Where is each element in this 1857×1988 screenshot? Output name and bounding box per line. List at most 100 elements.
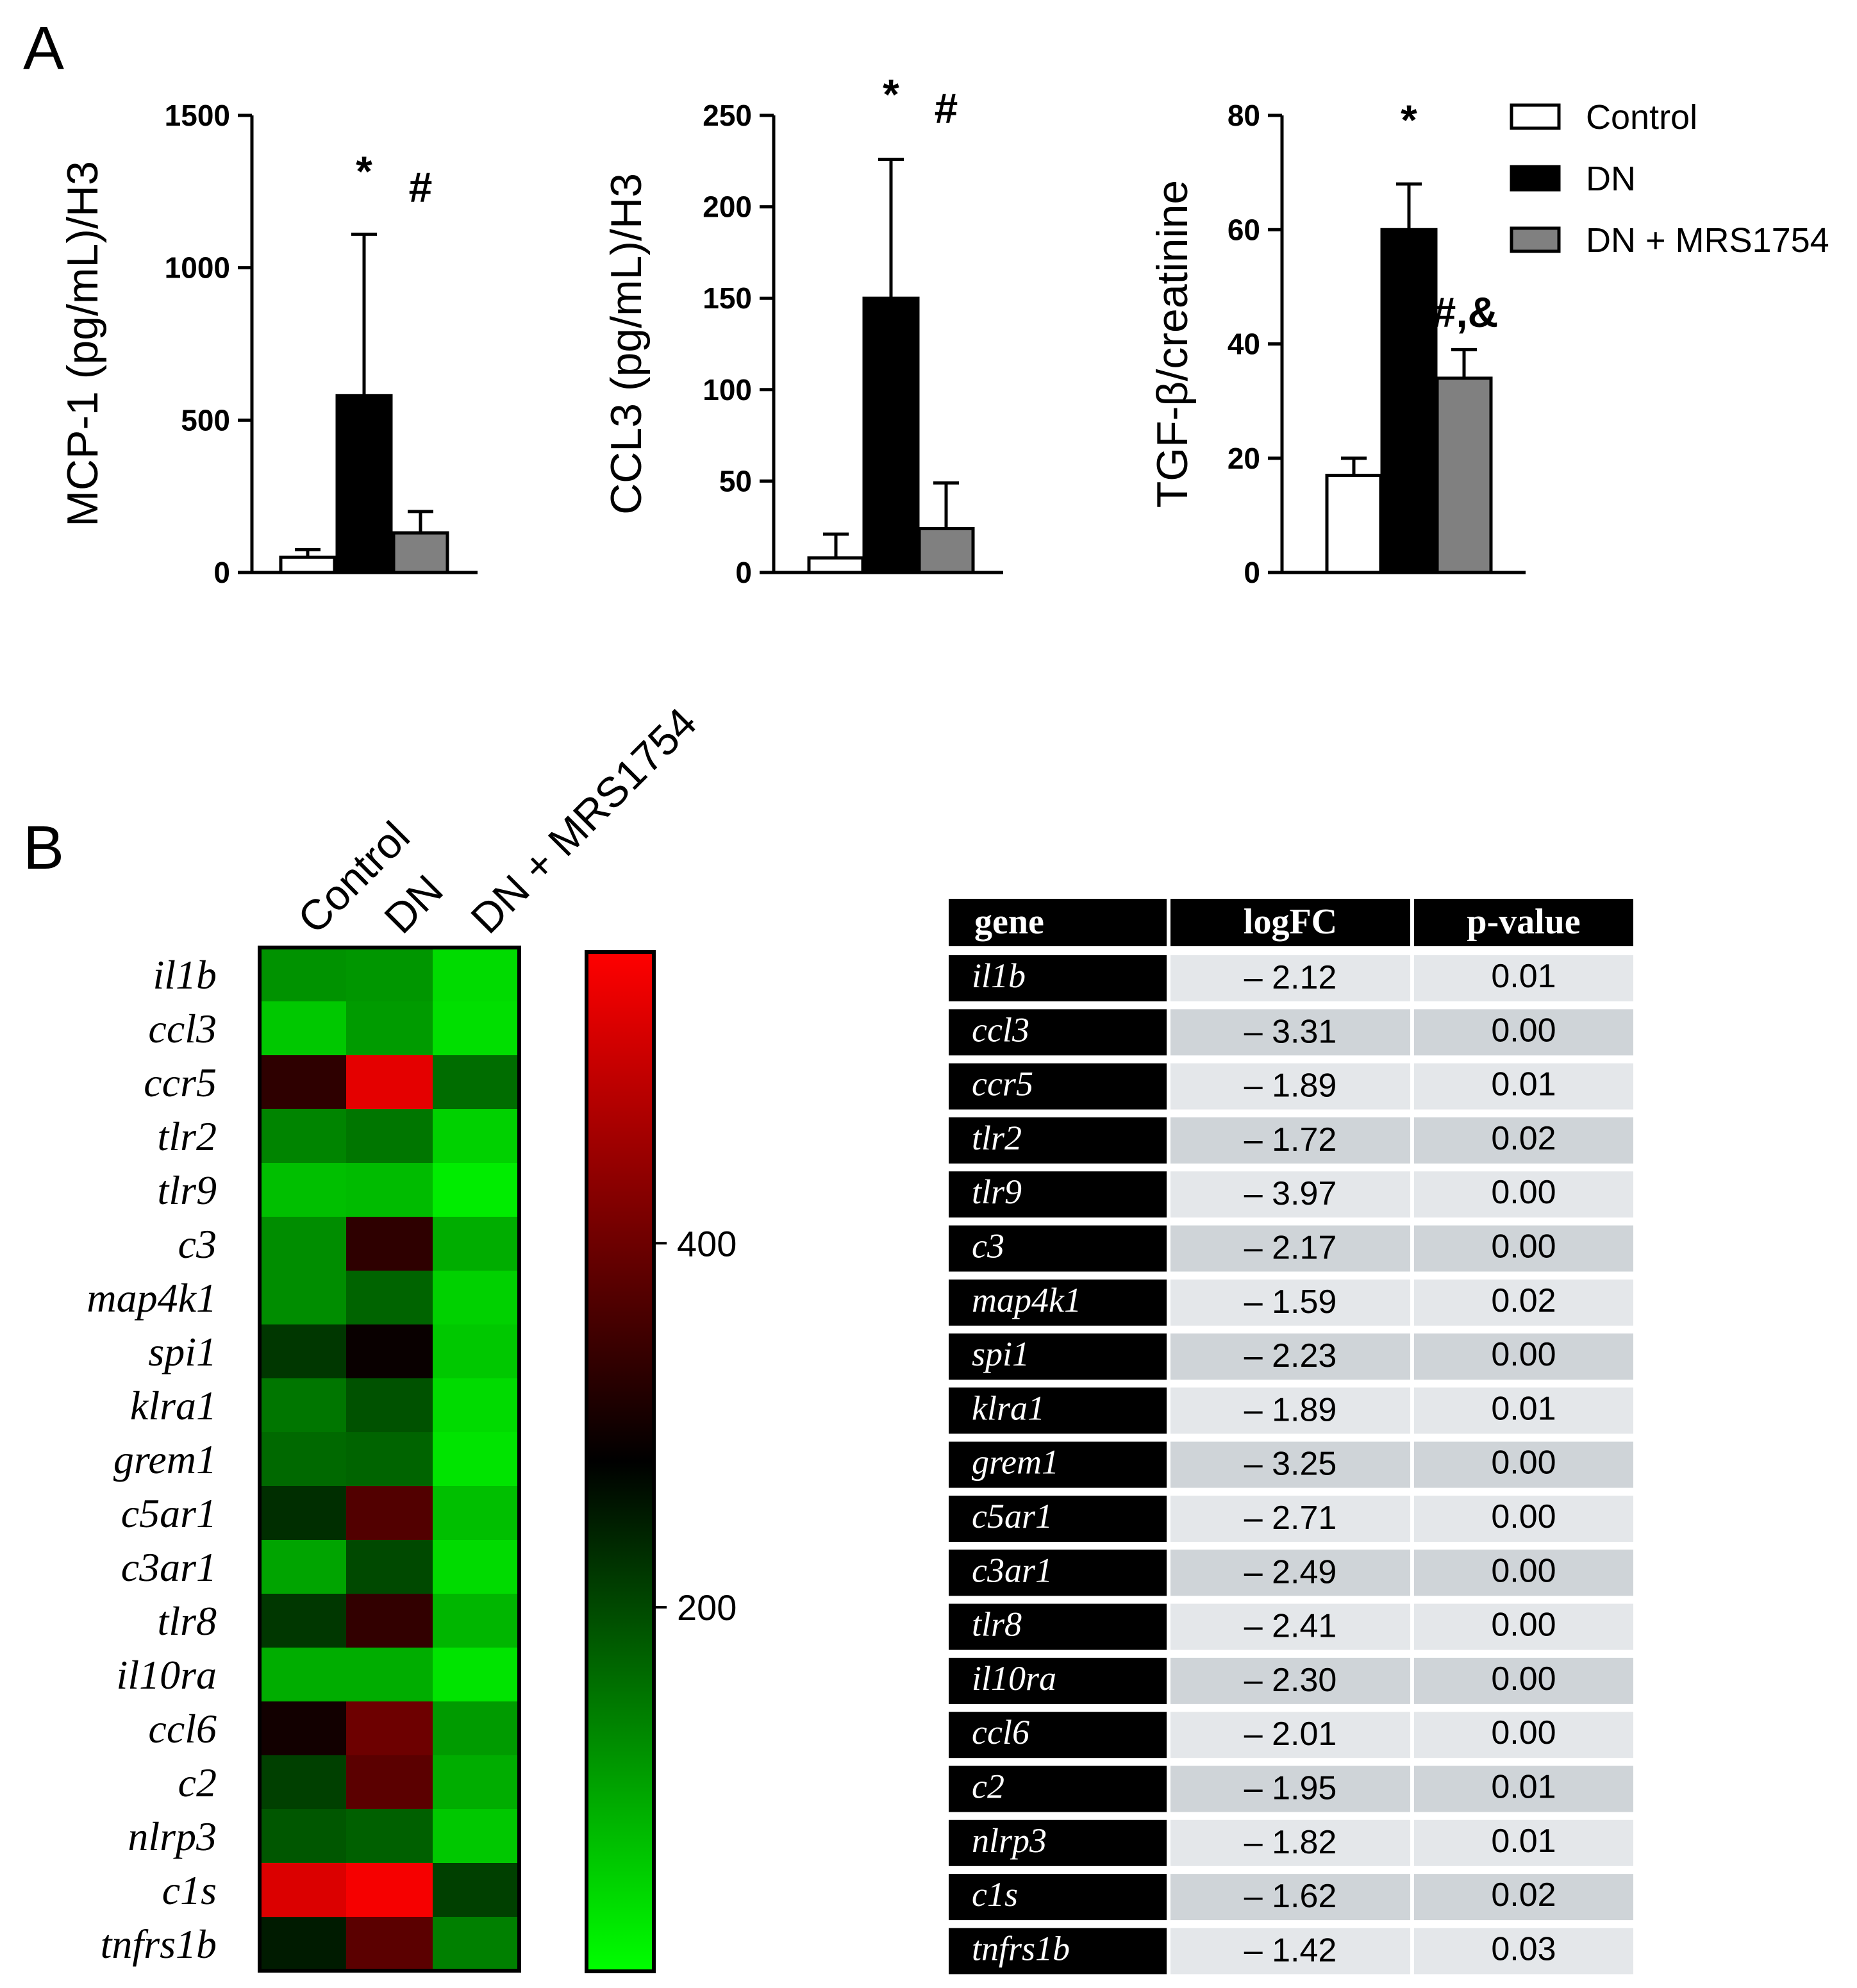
heatmap-cell: [260, 1217, 346, 1271]
table-gene-name: tlr9: [972, 1173, 1022, 1211]
table-cell-bg: [1414, 1063, 1633, 1110]
table-cell-bg: [1170, 1603, 1410, 1650]
table-logfc: – 3.97: [1244, 1175, 1337, 1212]
table-cell-bg: [1170, 1063, 1410, 1110]
table-cell-bg: [1414, 1603, 1633, 1650]
scale-tick-label: 200: [677, 1587, 737, 1628]
heatmap-row-label: il10ra: [117, 1652, 217, 1698]
heatmap-row-label: grem1: [113, 1437, 217, 1482]
bar-chart-1: 0 500 1000 1500 MCP-1 (pg/mL)/H3 * #: [58, 99, 478, 589]
heatmap-cell: [260, 1594, 346, 1648]
table-pvalue: 0.00: [1491, 1552, 1556, 1589]
heatmap-cell: [260, 1432, 346, 1486]
legend-swatch: [1510, 103, 1561, 130]
table-cell-bg: [1170, 1712, 1410, 1758]
bar-dn-mrs1754: [917, 527, 975, 574]
table-logfc: – 2.41: [1244, 1608, 1337, 1645]
bar-dn: [1380, 228, 1438, 574]
y-axis-label: CCL3 (pg/mL)/H3: [602, 173, 651, 515]
significance-marker: #: [409, 163, 433, 211]
heatmap-row-label: nlrp3: [128, 1814, 217, 1859]
y-tick-label: 150: [703, 281, 752, 315]
y-tick-label: 0: [1244, 556, 1260, 589]
table-gene-name: c5ar1: [972, 1497, 1053, 1535]
heatmap-cell: [260, 948, 346, 1001]
table-logfc: – 3.25: [1244, 1446, 1337, 1483]
table-header-cell: [1414, 899, 1633, 946]
table-gene-cell: [949, 1928, 1167, 1975]
y-tick-label: 1000: [165, 251, 230, 285]
significance-marker: *: [1401, 96, 1417, 144]
bar-charts: 0 500 1000 1500 MCP-1 (pg/mL)/H3 * #0 50 100 150 2…: [58, 71, 1526, 589]
heatmap-row-label: c5ar1: [121, 1491, 217, 1536]
table-logfc: – 2.17: [1244, 1230, 1337, 1267]
table-cell-bg: [1170, 1928, 1410, 1975]
y-tick-label: 60: [1228, 213, 1260, 246]
heatmap-cell: [433, 1055, 519, 1109]
table-logfc: – 1.82: [1244, 1824, 1337, 1861]
heatmap-cell: [346, 1055, 433, 1109]
table-gene-cell: [949, 1441, 1167, 1488]
bar-dn-mrs1754: [392, 531, 449, 574]
table-gene-cell: [949, 1657, 1167, 1704]
significance-marker: *: [883, 71, 899, 118]
heatmap-cell: [433, 1324, 519, 1378]
heatmap-cell: [346, 1486, 433, 1540]
panel-label-a: A: [23, 14, 64, 83]
table-gene-cell: [949, 1279, 1167, 1326]
heatmap-cell: [346, 1594, 433, 1648]
heatmap-cell: [346, 1109, 433, 1163]
heatmap-cell: [346, 1863, 433, 1917]
table-logfc: – 1.59: [1244, 1283, 1337, 1321]
heatmap-row-label: ccl3: [148, 1006, 217, 1051]
stats-table: gene logFC p-value il1b – 2.12 0.01 ccl3 – 3.31…: [949, 899, 1633, 1975]
heatmap-cell: [260, 1055, 346, 1109]
bar-dn: [862, 296, 920, 574]
table-pvalue: 0.02: [1491, 1876, 1556, 1914]
table-pvalue: 0.01: [1491, 1390, 1556, 1427]
bar-dn-mrs1754: [1435, 376, 1493, 574]
table-gene-cell: [949, 1874, 1167, 1921]
table-gene-name: tlr8: [972, 1605, 1022, 1644]
table-pvalue: 0.00: [1491, 1498, 1556, 1535]
table-logfc: – 2.49: [1244, 1553, 1337, 1591]
legend-label: DN: [1586, 160, 1636, 198]
heatmap-row-label: map4k1: [87, 1275, 217, 1321]
table-gene-name: il10ra: [972, 1659, 1056, 1698]
table-gene-cell: [949, 1496, 1167, 1542]
table-pvalue: 0.00: [1491, 1607, 1556, 1644]
table-pvalue: 0.00: [1491, 1714, 1556, 1751]
heatmap-row-label: spi1: [148, 1329, 217, 1374]
heatmap-cell: [260, 1271, 346, 1324]
table-pvalue: 0.00: [1491, 1228, 1556, 1265]
table-gene-name: tlr2: [972, 1119, 1022, 1157]
heatmap-cell: [260, 1917, 346, 1971]
legend: Control DN DN + MRS1754: [1510, 98, 1829, 260]
heatmap-cell: [433, 1109, 519, 1163]
table-cell-bg: [1170, 1874, 1410, 1921]
table-cell-bg: [1170, 1279, 1410, 1326]
y-axis-label: MCP-1 (pg/mL)/H3: [58, 161, 107, 527]
color-scale-bar: [585, 950, 656, 1973]
heatmap-row-label: tlr2: [158, 1114, 217, 1159]
heatmap-cell: [433, 1486, 519, 1540]
heatmap-cell: [433, 948, 519, 1001]
table-header-p-value: p-value: [1467, 902, 1580, 942]
significance-marker: #: [935, 85, 958, 132]
heatmap-row-label: tnfrs1b: [101, 1921, 217, 1967]
heatmap-cell: [433, 1378, 519, 1432]
table-logfc: – 1.42: [1244, 1932, 1337, 1969]
table-cell-bg: [1170, 1766, 1410, 1812]
heatmap-cell: [433, 1163, 519, 1217]
table-gene-name: map4k1: [972, 1281, 1081, 1319]
legend-label: DN + MRS1754: [1586, 221, 1829, 260]
heatmap-row-label: tlr9: [158, 1167, 217, 1213]
table-cell-bg: [1414, 1549, 1633, 1596]
heatmap-cell: [433, 1271, 519, 1324]
heatmap-border: [258, 946, 521, 1973]
table-cell-bg: [1414, 1766, 1633, 1812]
y-tick-label: 250: [703, 99, 752, 132]
table-gene-name: tnfrs1b: [972, 1929, 1070, 1967]
heatmap-cell: [346, 1217, 433, 1271]
heatmap-cell: [346, 1432, 433, 1486]
